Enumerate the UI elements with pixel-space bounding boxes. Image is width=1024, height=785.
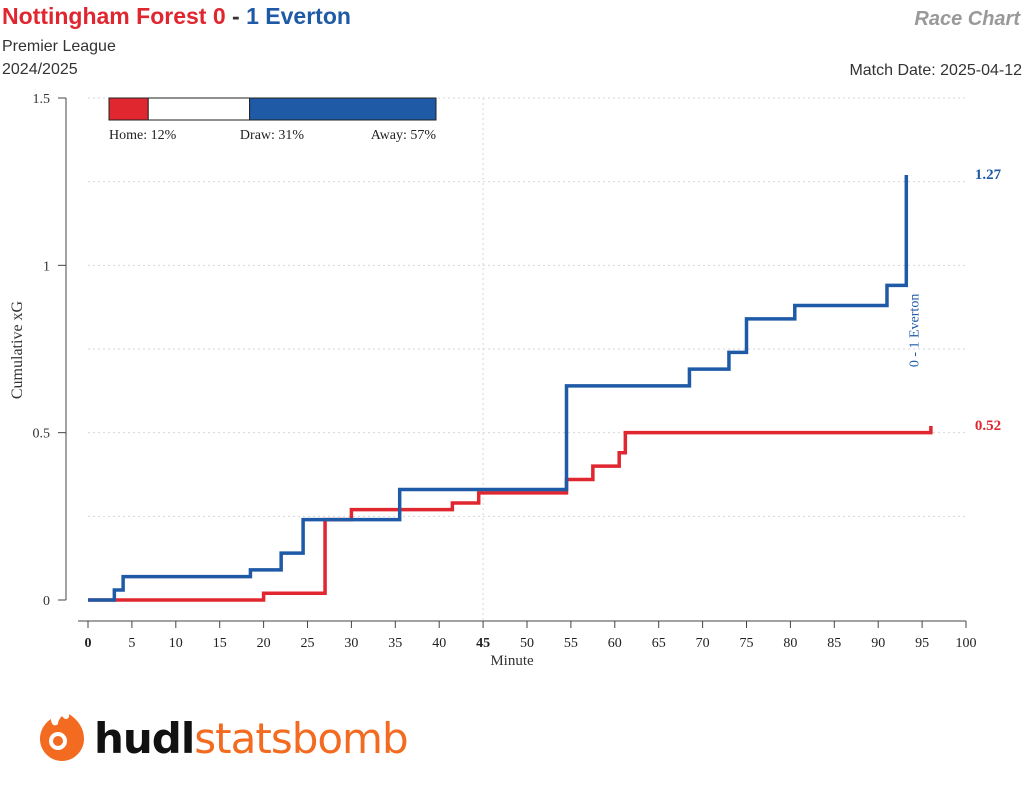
league-name: Premier League — [2, 38, 116, 55]
win-probability-bar: Home: 12% Draw: 31% Away: 57% — [108, 97, 437, 143]
brand-hudl: hudl — [94, 713, 195, 763]
y-tick-label: 1 — [43, 259, 50, 274]
score-separator: - — [232, 3, 240, 29]
x-tick-label: 0 — [85, 636, 92, 651]
statsbomb-flame-icon — [40, 714, 84, 761]
x-tick-label: 85 — [827, 636, 841, 651]
chart-type-label: Race Chart — [914, 8, 1020, 30]
x-tick-label: 15 — [213, 636, 227, 651]
x-tick-label: 80 — [783, 636, 797, 651]
win-prob-segment — [108, 97, 149, 121]
away-xg-line — [88, 174, 909, 602]
x-tick-label: 90 — [871, 636, 885, 651]
home-xg-line — [88, 425, 933, 602]
x-tick-label: 70 — [696, 636, 710, 651]
win-prob-segment — [147, 97, 251, 121]
away-team-name: Everton — [265, 3, 351, 29]
x-tick-label: 55 — [564, 636, 578, 651]
home-final-xg-label: 0.52 — [975, 418, 1001, 434]
x-tick-label: 40 — [432, 636, 446, 651]
brand-statsbomb: statsbomb — [194, 713, 408, 763]
x-tick-label: 10 — [169, 636, 183, 651]
x-tick-label: 50 — [520, 636, 534, 651]
x-tick-label: 65 — [652, 636, 666, 651]
win-prob-label: Draw: 31% — [240, 128, 304, 143]
match-title: Nottingham Forest 0 - 1 Everton — [2, 3, 351, 30]
x-tick-label: 60 — [608, 636, 622, 651]
x-tick-label: 100 — [956, 636, 977, 651]
away-score: 1 — [246, 3, 259, 29]
win-prob-segment — [249, 97, 437, 121]
axes: 0 0.5 1 1.5 0 5 10 15 20 25 30 35 40 45 50 55 60 65 70 75 80… — [33, 92, 977, 651]
y-tick-label: 0 — [43, 594, 50, 609]
season: 2024/2025 — [2, 61, 78, 78]
y-tick-label: 0.5 — [33, 427, 51, 442]
home-score: 0 — [212, 3, 226, 29]
x-tick-label: 5 — [128, 636, 135, 651]
x-tick-label: 20 — [257, 636, 271, 651]
hudl-statsbomb-logo: hudl statsbomb — [36, 708, 409, 768]
x-tick-label: 95 — [915, 636, 929, 651]
y-axis-label: Cumulative xG — [9, 300, 26, 399]
match-date: Match Date: 2025-04-12 — [849, 62, 1022, 79]
x-axis-label: Minute — [490, 653, 534, 669]
away-final-xg-label: 1.27 — [975, 167, 1002, 183]
x-tick-label: 30 — [344, 636, 358, 651]
x-tick-label: 45 — [476, 636, 490, 651]
series-lines: 0.52 1.27 0 - 1 Everton — [88, 167, 1002, 602]
win-prob-label: Home: 12% — [109, 128, 177, 143]
x-tick-label: 35 — [388, 636, 402, 651]
y-tick-label: 1.5 — [33, 92, 51, 107]
x-tick-label: 75 — [740, 636, 754, 651]
x-tick-label: 25 — [301, 636, 315, 651]
win-prob-label: Away: 57% — [371, 128, 437, 143]
home-team-name: Nottingham Forest — [2, 3, 207, 29]
grid-lines — [88, 97, 966, 620]
goal-annotation: 0 - 1 Everton — [907, 294, 922, 367]
